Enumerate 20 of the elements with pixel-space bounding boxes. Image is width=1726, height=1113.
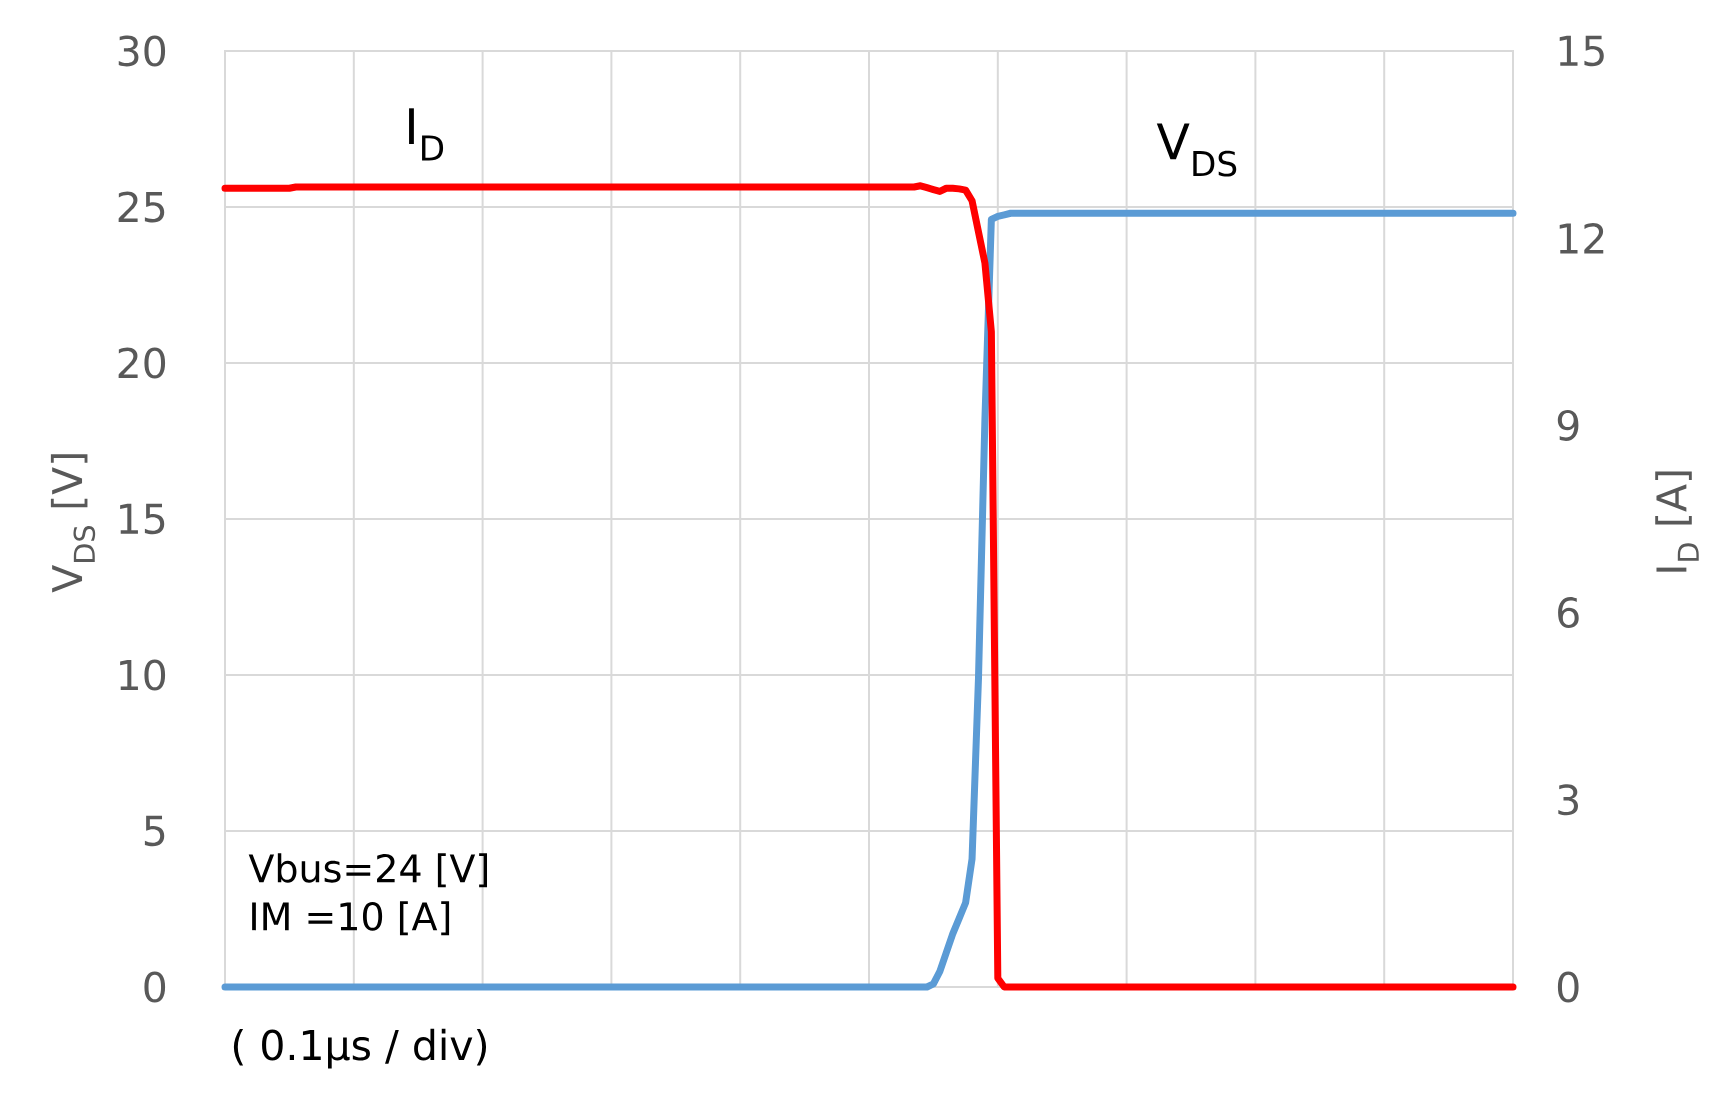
y2-tick-label: 6: [1558, 597, 1579, 629]
series-label: I$_{D}$: [409, 108, 444, 161]
y-tick-label: 15: [120, 503, 165, 535]
y2-tick-label: 0: [1557, 971, 1579, 1003]
y-tick-label: 20: [118, 347, 166, 379]
y2-tick-label: 12: [1559, 222, 1604, 254]
annotation: Vbus=24 [V]: [248, 853, 488, 888]
y-tick-label: 25: [118, 191, 165, 223]
y-tick-label: 5: [144, 815, 165, 847]
x-axis-title: ( 0.1µs / div): [233, 1028, 487, 1069]
annotation: IM =10 [A]: [252, 901, 450, 936]
series-label: V$_{DS}$: [1156, 123, 1237, 177]
y2-tick-label: 15: [1559, 35, 1604, 67]
y2-tick-label: 3: [1558, 784, 1579, 816]
y2-axis-title: I$_{D}$ [A]: [1655, 471, 1699, 572]
y-axis-title: V$_{DS}$ [V]: [50, 454, 96, 593]
y2-tick-label: 9: [1557, 409, 1579, 441]
y-tick-label: 0: [144, 971, 166, 1003]
y-tick-label: 30: [118, 35, 166, 67]
y-tick-label: 10: [120, 659, 166, 691]
